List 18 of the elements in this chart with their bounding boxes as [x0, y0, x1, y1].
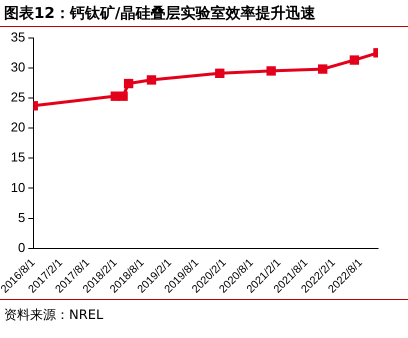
point	[110, 91, 120, 101]
point	[350, 55, 360, 65]
text: 资料来源：NREL	[4, 308, 104, 323]
point	[146, 75, 156, 85]
y-tick-label: 20	[10, 120, 26, 135]
y-tick-label: 35	[10, 29, 26, 44]
y-tick-label: 0	[18, 240, 26, 255]
point	[318, 64, 328, 74]
y-tick-label: 25	[10, 90, 26, 105]
point	[215, 68, 224, 78]
y-tick-label: 15	[10, 150, 26, 165]
y-tick-label: 10	[10, 180, 26, 195]
point	[124, 78, 134, 88]
y-tick-label: 5	[18, 210, 26, 225]
point	[266, 66, 276, 76]
point	[118, 91, 128, 101]
y-tick-label: 30	[10, 59, 26, 74]
chart-title: 图表12：钙钛矿/晶硅叠层实验室效率提升迅速	[0, 0, 408, 27]
